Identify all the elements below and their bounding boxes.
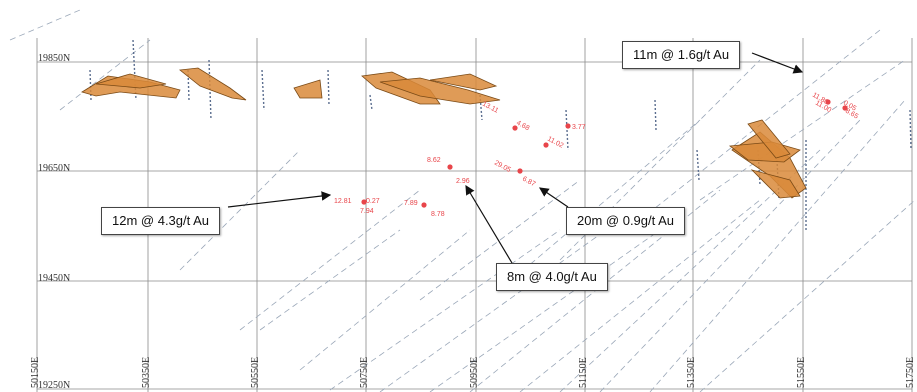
assay-label: 29.05 xyxy=(493,160,512,174)
drill-trace xyxy=(299,229,471,371)
callout-arrow xyxy=(539,187,569,208)
assay-label: 4.68 xyxy=(515,120,530,133)
drill-trace-vertical xyxy=(261,69,265,111)
easting-label-51350E: 51350E xyxy=(686,357,697,388)
drill-trace xyxy=(469,189,721,392)
assay-marker xyxy=(825,99,831,105)
easting-label-51150E: 51150E xyxy=(578,357,589,388)
assay-label: 12.81 xyxy=(334,198,352,205)
drill-trace-vertical xyxy=(327,69,330,106)
assay-label: 7.89 xyxy=(404,200,418,207)
drill-trace-vertical xyxy=(909,109,912,151)
ore-wireframes xyxy=(81,67,807,199)
northing-label-19250N: 19250N xyxy=(38,380,70,391)
easting-label-51550E: 51550E xyxy=(796,357,807,388)
callout-12m: 12m @ 4.3g/t Au xyxy=(101,207,221,235)
drill-trace xyxy=(599,119,861,392)
callout-arrow xyxy=(751,52,804,74)
callout-8m: 8m @ 4.0g/t Au xyxy=(496,263,608,291)
assay-label: 3.77 xyxy=(572,124,586,131)
drill-trace xyxy=(559,59,761,261)
easting-label-50150E: 50150E xyxy=(30,357,41,388)
assay-label: 2.96 xyxy=(456,178,470,185)
assay-label: 7.94 xyxy=(360,208,374,215)
drill-trace-vertical xyxy=(654,99,657,131)
drill-trace-vertical xyxy=(89,69,92,101)
easting-label-51750E: 51750E xyxy=(905,357,916,388)
ore-wireframe xyxy=(747,119,791,159)
callout-arrows xyxy=(227,52,804,264)
ore-wireframe xyxy=(293,79,323,99)
callout-20m: 20m @ 0.9g/t Au xyxy=(566,207,686,235)
assay-label: 11.02 xyxy=(546,136,564,150)
drill-trace xyxy=(179,149,301,271)
drill-trace xyxy=(699,199,916,392)
easting-label-50350E: 50350E xyxy=(141,357,152,388)
drill-trace xyxy=(429,229,661,392)
callout-arrow xyxy=(227,191,332,208)
drill-trace xyxy=(259,229,401,331)
assay-marker xyxy=(447,164,453,170)
drill-trace-vertical xyxy=(369,94,373,111)
assay-marker xyxy=(543,142,549,148)
assay-label: 6.87 xyxy=(521,176,536,189)
assay-label: 13.11 xyxy=(481,101,499,115)
ore-wireframe xyxy=(379,77,501,105)
easting-label-50550E: 50550E xyxy=(250,357,261,388)
drill-trace-vertical xyxy=(696,149,700,181)
assay-marker xyxy=(842,105,848,111)
drill-trace xyxy=(649,99,906,392)
drill-trace xyxy=(59,39,151,111)
easting-label-50750E: 50750E xyxy=(359,357,370,388)
ore-wireframe xyxy=(178,67,247,101)
assay-label: 8.62 xyxy=(427,157,441,164)
assay-intercepts xyxy=(361,99,848,208)
drill-traces xyxy=(9,9,916,392)
assay-marker xyxy=(565,123,571,129)
ore-wireframe xyxy=(95,73,167,89)
assay-marker xyxy=(361,199,367,205)
northing-label-19450N: 19450N xyxy=(38,273,70,284)
assay-marker xyxy=(517,168,523,174)
callout-11m: 11m @ 1.6g/t Au xyxy=(622,41,741,69)
assay-label: 8.78 xyxy=(431,211,445,218)
ore-wireframe xyxy=(750,169,801,199)
drill-trace xyxy=(699,59,906,201)
easting-label-50950E: 50950E xyxy=(469,357,480,388)
drill-trace xyxy=(519,199,761,392)
assay-label: 0.27 xyxy=(366,198,380,205)
northing-label-19850N: 19850N xyxy=(38,53,70,64)
drill-trace xyxy=(329,229,561,391)
ore-wireframe xyxy=(429,73,498,91)
assay-marker xyxy=(421,202,427,208)
drill-trace xyxy=(9,9,81,41)
drill-trace xyxy=(419,179,581,301)
callout-arrow xyxy=(465,184,513,264)
drill-trace xyxy=(239,189,421,331)
assay-marker xyxy=(512,125,518,131)
northing-label-19650N: 19650N xyxy=(38,163,70,174)
drill-trace xyxy=(499,119,701,291)
drill-trace-vertical xyxy=(565,109,569,151)
